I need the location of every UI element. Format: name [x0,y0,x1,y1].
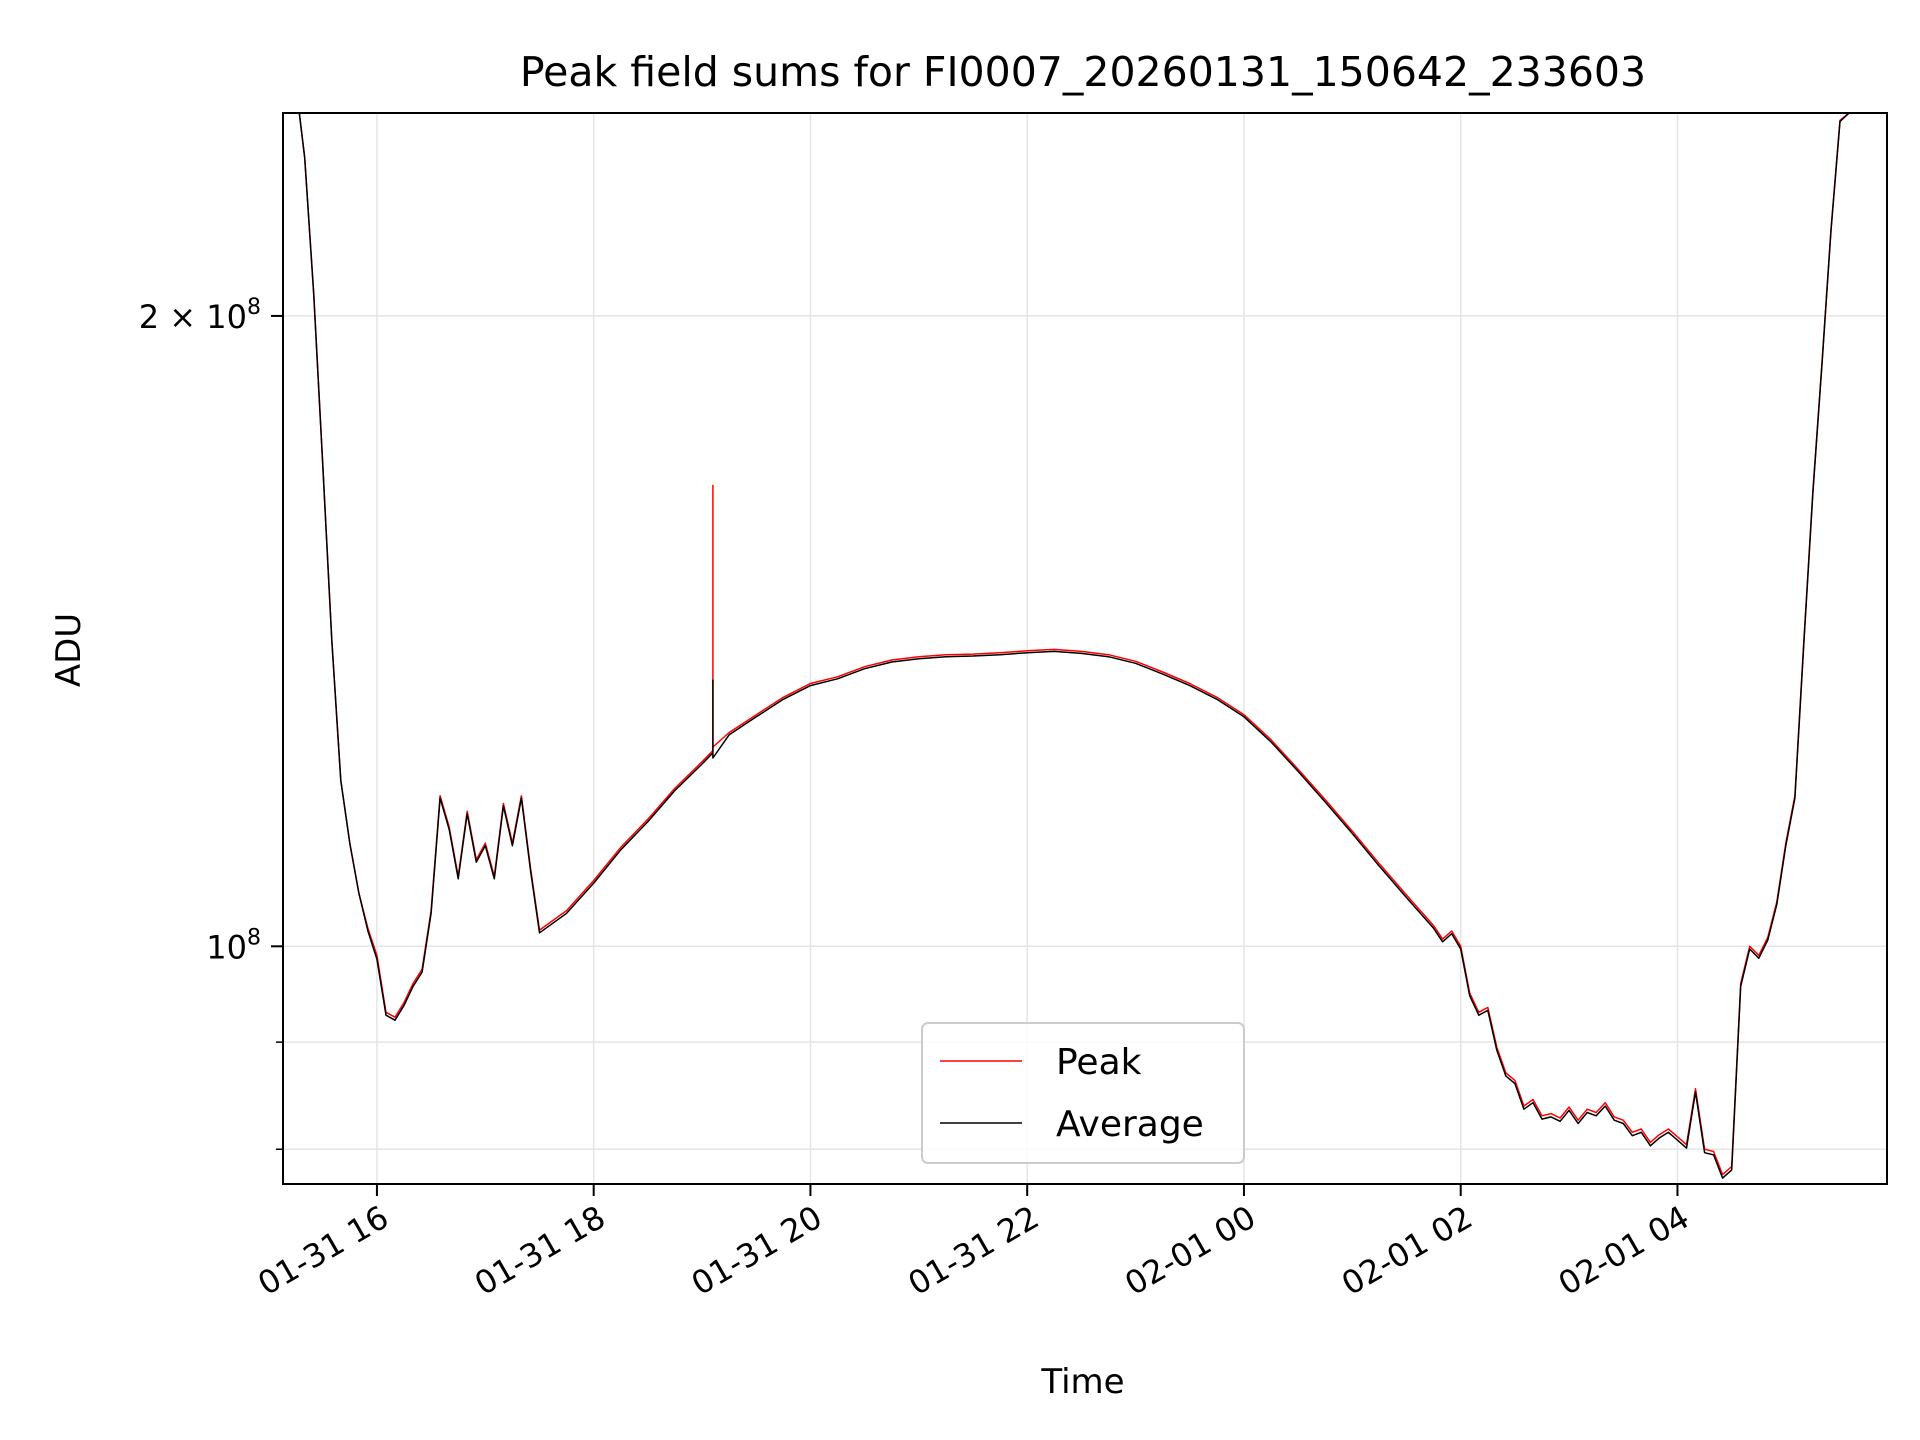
y-tick-label: 2 × 108 [139,295,261,336]
series-layer [298,113,1868,1179]
y-axis: 2 × 108 108 [139,295,283,1150]
plot-frame [282,112,1888,1185]
y-axis-label: ADU [49,613,89,687]
legend: Peak Average [921,1022,1245,1164]
legend-label-peak: Peak [1056,1042,1142,1083]
chart-title: Peak field sums for FI0007_20260131_1506… [520,48,1646,96]
series-line-average [298,113,1868,1179]
legend-label-average: Average [1056,1104,1204,1145]
legend-box [921,1022,1245,1164]
y-tick-label: 108 [206,925,261,966]
x-axis-label: Time [1040,1362,1124,1402]
